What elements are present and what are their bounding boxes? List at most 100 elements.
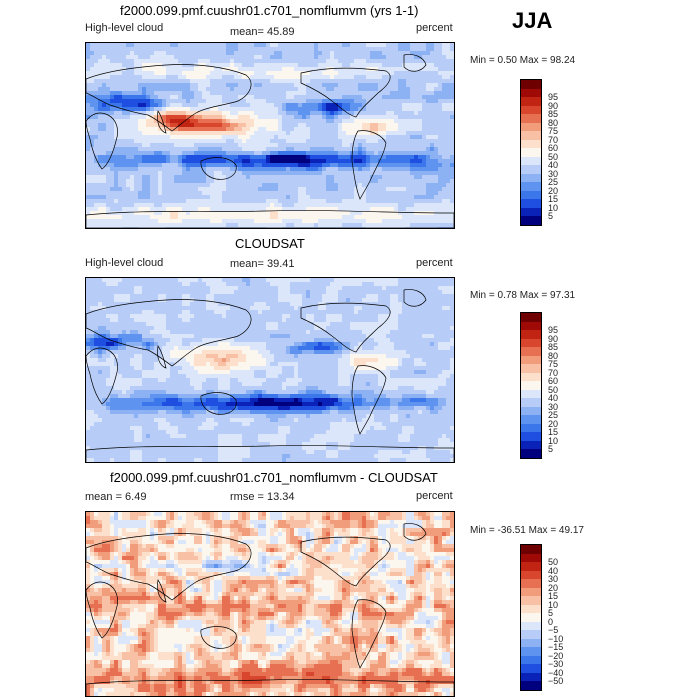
field-cell — [426, 131, 431, 136]
field-cell — [390, 215, 395, 220]
field-cell — [322, 167, 327, 172]
field-cell — [98, 207, 103, 212]
field-cell — [302, 79, 307, 84]
field-cell — [294, 191, 299, 196]
field-cell — [346, 67, 351, 72]
field-cell — [434, 163, 439, 168]
field-cell — [438, 87, 443, 92]
field-cell — [374, 155, 379, 160]
field-cell — [450, 71, 454, 76]
field-cell — [322, 83, 327, 88]
field-cell — [338, 115, 343, 120]
field-cell — [390, 43, 395, 48]
field-cell — [434, 119, 439, 124]
field-cell — [366, 286, 371, 291]
field-cell — [402, 67, 407, 72]
field-cell — [202, 195, 207, 200]
field-cell — [274, 286, 279, 291]
field-cell — [350, 99, 355, 104]
field-cell — [266, 71, 271, 76]
field-cell — [194, 95, 199, 100]
field-cell — [266, 135, 271, 140]
field-cell — [418, 151, 423, 156]
field-cell — [350, 290, 355, 295]
field-cell — [202, 139, 207, 144]
field-cell — [122, 211, 127, 216]
field-cell — [374, 51, 379, 56]
field-cell — [414, 223, 419, 228]
field-cell — [194, 302, 199, 307]
field-cell — [266, 163, 271, 168]
panel2-field — [86, 278, 454, 462]
field-cell — [346, 302, 351, 307]
field-cell — [278, 195, 283, 200]
field-cell — [234, 47, 239, 52]
field-cell — [162, 302, 167, 307]
field-cell — [334, 51, 339, 56]
field-cell — [434, 99, 439, 104]
field-cell — [326, 115, 331, 120]
field-cell — [438, 278, 443, 283]
field-cell — [382, 159, 387, 164]
field-cell — [106, 51, 111, 56]
field-cell — [214, 139, 219, 144]
field-cell — [158, 75, 163, 80]
field-cell — [262, 187, 267, 192]
field-cell — [226, 191, 231, 196]
field-cell — [98, 67, 103, 72]
field-cell — [402, 211, 407, 216]
field-cell — [390, 131, 395, 136]
field-cell — [166, 227, 171, 228]
field-cell — [382, 203, 387, 208]
field-cell — [390, 103, 395, 108]
field-cell — [278, 79, 283, 84]
field-cell — [222, 43, 227, 48]
field-cell — [346, 139, 351, 144]
field-cell — [258, 278, 263, 283]
field-cell — [394, 59, 399, 64]
field-cell — [114, 63, 119, 68]
field-cell — [390, 211, 395, 216]
field-cell — [210, 199, 215, 204]
field-cell — [450, 290, 454, 295]
field-cell — [90, 67, 95, 72]
field-cell — [422, 282, 427, 287]
field-cell — [126, 75, 131, 80]
field-cell — [210, 290, 215, 295]
field-cell — [114, 223, 119, 228]
field-cell — [246, 139, 251, 144]
field-cell — [310, 211, 315, 216]
field-cell — [210, 123, 215, 128]
field-cell — [234, 223, 239, 228]
field-cell — [430, 123, 435, 128]
field-cell — [158, 151, 163, 156]
field-cell — [246, 47, 251, 52]
field-cell — [126, 215, 131, 220]
field-cell — [382, 67, 387, 72]
field-cell — [386, 195, 391, 200]
field-cell — [274, 171, 279, 176]
field-cell — [90, 115, 95, 120]
field-cell — [438, 139, 443, 144]
field-cell — [398, 191, 403, 196]
field-cell — [258, 199, 263, 204]
field-cell — [366, 135, 371, 140]
field-cell — [406, 290, 411, 295]
field-cell — [446, 139, 451, 144]
field-cell — [242, 115, 247, 120]
field-cell — [330, 51, 335, 56]
field-cell — [430, 203, 435, 208]
field-cell — [418, 147, 423, 152]
field-cell — [154, 87, 159, 92]
field-cell — [138, 83, 143, 88]
field-cell — [266, 286, 271, 291]
field-cell — [386, 91, 391, 96]
field-cell — [186, 159, 191, 164]
field-cell — [426, 47, 431, 52]
field-cell — [94, 99, 99, 104]
field-cell — [90, 91, 95, 96]
field-cell — [286, 111, 291, 116]
field-cell — [430, 298, 435, 303]
field-cell — [106, 191, 111, 196]
field-cell — [146, 227, 151, 228]
